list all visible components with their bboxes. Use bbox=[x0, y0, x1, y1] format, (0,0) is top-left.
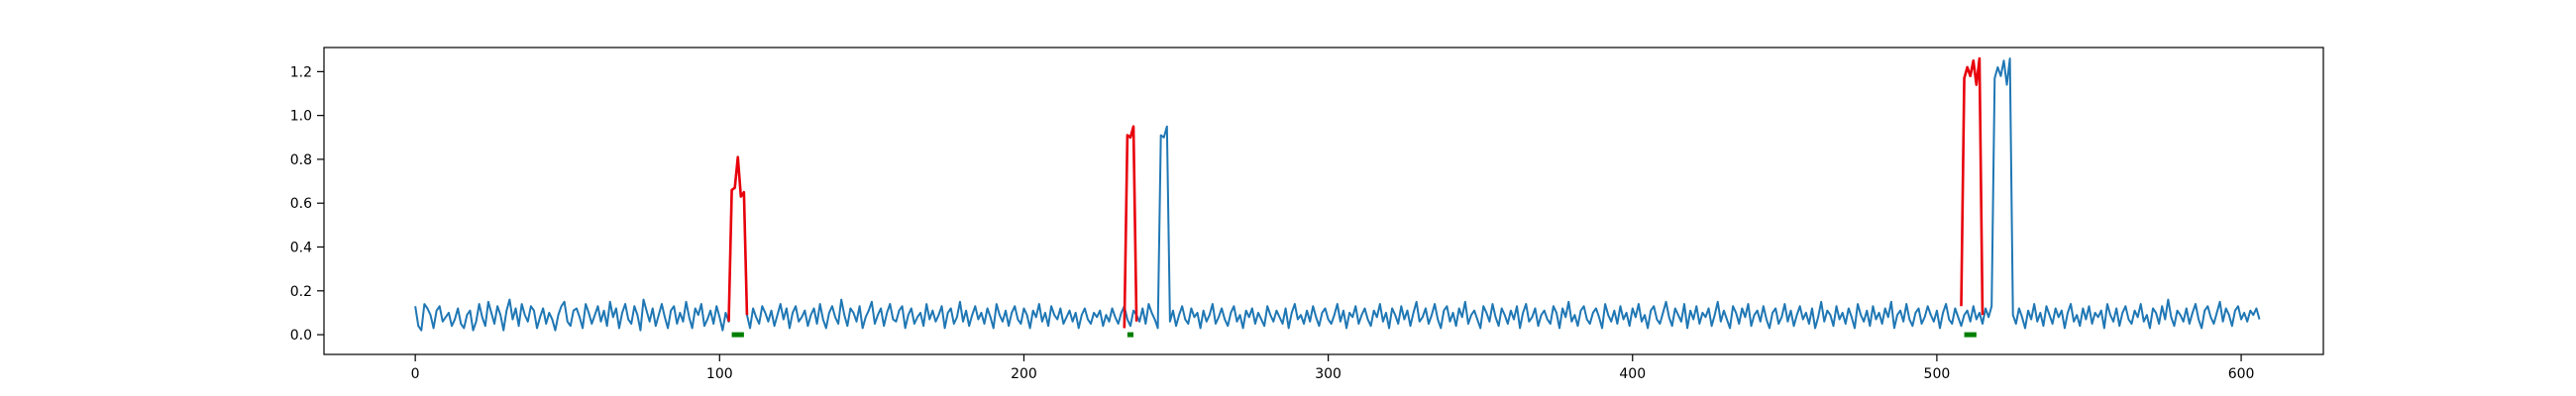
y-tick-label: 1.2 bbox=[290, 64, 312, 80]
anomaly-segment-2 bbox=[1123, 125, 1138, 329]
x-tick-label: 600 bbox=[2228, 366, 2255, 382]
anomaly-segment-3 bbox=[1960, 56, 1985, 316]
y-tick-label: 0.0 bbox=[290, 328, 312, 344]
anomaly-segment-1 bbox=[727, 155, 749, 322]
y-tick-label: 0.2 bbox=[290, 284, 312, 300]
y-tick-label: 0.4 bbox=[290, 241, 312, 256]
axes: 0 100 200 300 400 500 600 0.0 0.2 0.4 0.6 0.8 1.0 1.2 bbox=[290, 47, 2324, 382]
x-tick-label: 200 bbox=[1011, 366, 1037, 382]
axes-frame bbox=[323, 47, 2324, 355]
x-tick-label: 400 bbox=[1619, 366, 1646, 382]
x-tick-label: 0 bbox=[411, 366, 420, 382]
y-tick-label: 0.8 bbox=[290, 152, 312, 168]
x-tick-label: 100 bbox=[706, 366, 733, 382]
signal-series-line bbox=[414, 57, 2261, 332]
y-tick-label: 1.0 bbox=[290, 109, 312, 125]
x-tick-label: 300 bbox=[1315, 366, 1342, 382]
plot-area bbox=[414, 56, 2261, 338]
y-tick-label: 0.6 bbox=[290, 196, 312, 212]
x-tick-label: 500 bbox=[1924, 366, 1951, 382]
